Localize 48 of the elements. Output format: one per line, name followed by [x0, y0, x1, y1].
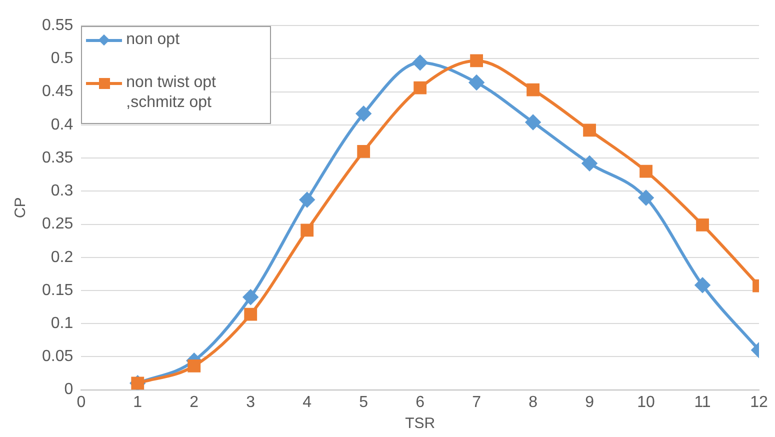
x-tick-label: 4	[302, 394, 312, 411]
point	[414, 81, 427, 94]
point	[696, 218, 709, 232]
point	[188, 360, 201, 372]
point	[470, 54, 484, 68]
point	[582, 156, 598, 171]
point	[357, 144, 370, 158]
x-tick-label: 8	[528, 394, 538, 411]
x-tick-label: 6	[416, 394, 425, 411]
y-tick-label: 0.45	[42, 83, 74, 100]
legend-label: non twist opt ,schmitz opt	[126, 72, 217, 113]
point	[526, 114, 541, 130]
y-tick-label: 0.05	[42, 348, 74, 366]
x-axis-title: TSR	[405, 415, 436, 432]
point	[469, 75, 484, 90]
point	[300, 224, 314, 237]
y-tick-label: 0.1	[50, 314, 74, 332]
x-tick-label: 1	[133, 394, 142, 411]
point	[243, 290, 258, 305]
x-tick-label: 10	[637, 394, 656, 411]
y-tick-label: 0.35	[42, 149, 74, 166]
point	[412, 55, 428, 70]
y-tick-label: 0.25	[42, 216, 74, 233]
point	[300, 192, 315, 208]
point	[583, 124, 596, 137]
y-tick-label: 0	[64, 381, 74, 398]
y-tick-label: 0.2	[50, 248, 74, 266]
point	[638, 190, 654, 206]
y-tick-label: 0.15	[42, 282, 74, 299]
x-tick-label: 3	[246, 394, 256, 411]
point	[695, 278, 710, 293]
y-tick-label: 0.55	[42, 17, 74, 34]
x-tick-label: 11	[694, 394, 711, 411]
point	[356, 106, 372, 122]
x-tick-label: 7	[472, 394, 482, 411]
y-tick-label: 0.5	[50, 50, 74, 68]
x-tick-label: 12	[750, 394, 768, 411]
x-tick-label: 9	[585, 394, 594, 411]
point	[244, 308, 258, 321]
x-tick-label: 2	[190, 394, 199, 411]
point	[640, 164, 652, 178]
x-tick-label: 0	[76, 394, 86, 411]
legend-label: non opt	[126, 30, 181, 50]
x-tick-label: 5	[359, 394, 368, 411]
y-axis-title: CP	[12, 197, 30, 218]
point	[526, 83, 540, 96]
y-tick-label: 0.4	[50, 116, 74, 134]
y-tick-label: 0.3	[50, 182, 74, 200]
